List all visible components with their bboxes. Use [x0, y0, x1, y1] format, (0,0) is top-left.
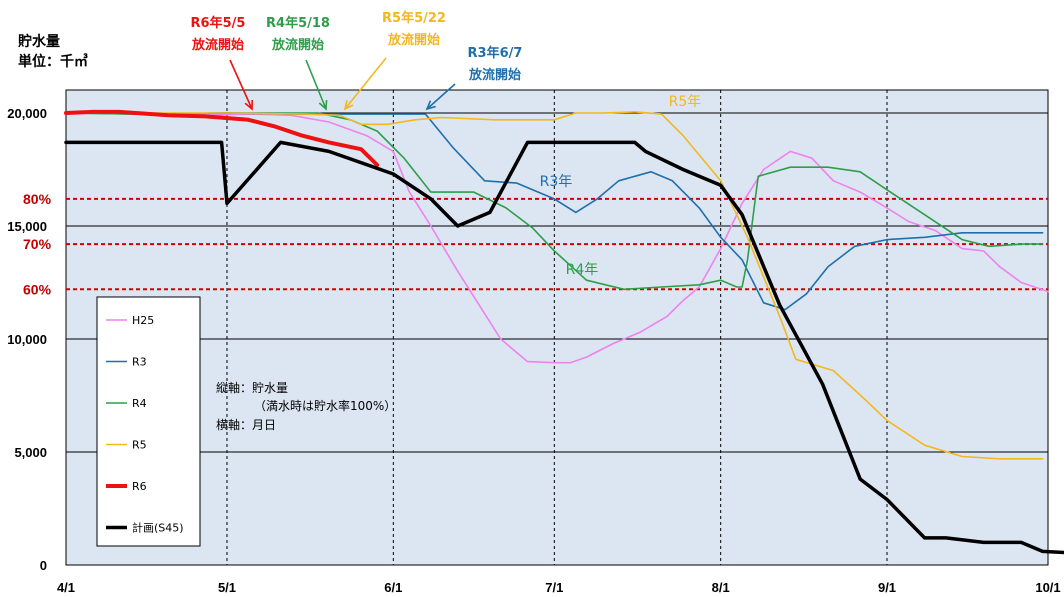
- x-tick-label: 4/1: [57, 580, 75, 595]
- y-tick-label: 5,000: [14, 445, 47, 460]
- series-layer: [64, 109, 1064, 555]
- annotation-date: R5年5/22: [382, 10, 446, 26]
- annotation-arrow: [344, 57, 387, 110]
- series-line-1: [65, 112, 1044, 311]
- legend-label: R3: [132, 356, 147, 369]
- axis-notes: 縦軸：貯水量 （満水時は貯水率100%） 横軸：月日: [216, 381, 396, 432]
- y-axis-label-line2: 単位：千㎥: [18, 53, 88, 70]
- annotation-arrowhead: [425, 100, 436, 111]
- legend-label: R5: [132, 439, 147, 452]
- annotation-arrowhead: [343, 100, 354, 111]
- plot-frame: [65, 89, 1049, 566]
- legend-box: [96, 296, 201, 547]
- reference-line-label: 70%: [23, 236, 52, 252]
- legend-label: R6: [132, 480, 147, 493]
- legend: H25 R3 R4 R5 R6 計画(S45): [96, 296, 201, 547]
- annotation-arrowhead: [318, 99, 328, 111]
- series-inline-label: R4年: [566, 262, 599, 278]
- annotation-date: R6年5/5: [191, 15, 246, 31]
- x-tick-label: 9/1: [878, 580, 896, 595]
- series-line-3: [65, 111, 1044, 460]
- series-inline-label: R5年: [669, 94, 702, 110]
- annotation-arrow: [426, 83, 456, 110]
- series-line-5: [64, 140, 1064, 555]
- y-tick-label: 0: [40, 558, 47, 573]
- annotation-arrow: [305, 59, 327, 110]
- x-tick-label: 6/1: [384, 580, 402, 595]
- annotation-arrow: [229, 59, 253, 110]
- plot-background: [66, 90, 1048, 565]
- y-tick-label: 20,000: [7, 106, 47, 121]
- annotations: R6年5/5 放流開始 R4年5/18 放流開始 R5年5/22 放流開始 R3年6/7 放流…: [191, 10, 523, 111]
- note-horizontal-axis: 横軸：月日: [216, 418, 276, 432]
- legend-label: 計画(S45): [132, 521, 184, 535]
- note-vertical-axis: 縦軸：貯水量: [216, 381, 288, 395]
- reference-line-label: 60%: [23, 281, 52, 297]
- series-inline-label: R3年: [540, 174, 573, 190]
- x-axis-ticks: 4/1 5/1 6/1 7/1 8/1 9/1 10/1: [57, 580, 1061, 595]
- annotation-text: 放流開始: [387, 32, 440, 48]
- series-labels: R5年 R3年 R4年: [540, 94, 702, 278]
- annotation-text: 放流開始: [271, 37, 324, 53]
- series-line-0: [65, 112, 1049, 364]
- annotation-text: 放流開始: [191, 37, 244, 53]
- legend-label: H25: [132, 314, 154, 327]
- annotation-date: R3年6/7: [468, 45, 523, 61]
- y-tick-label: 10,000: [7, 332, 47, 347]
- x-tick-label: 10/1: [1035, 580, 1060, 595]
- gridlines: [65, 89, 1049, 566]
- annotation-text: 放流開始: [468, 67, 521, 83]
- annotation-arrowhead: [244, 99, 254, 111]
- note-full-capacity: （満水時は貯水率100%）: [254, 398, 396, 413]
- x-tick-label: 8/1: [712, 580, 730, 595]
- y-axis-ticks: 0 5,000 10,000 15,000 20,000: [7, 106, 47, 573]
- legend-label: R4: [132, 397, 147, 410]
- y-tick-label: 15,000: [7, 219, 47, 234]
- annotation-date: R4年5/18: [266, 15, 330, 31]
- y-axis-label-line1: 貯水量: [18, 33, 60, 50]
- reference-line-label: 80%: [23, 191, 52, 207]
- series-line-4: [64, 109, 380, 167]
- x-tick-label: 7/1: [545, 580, 563, 595]
- x-tick-label: 5/1: [218, 580, 236, 595]
